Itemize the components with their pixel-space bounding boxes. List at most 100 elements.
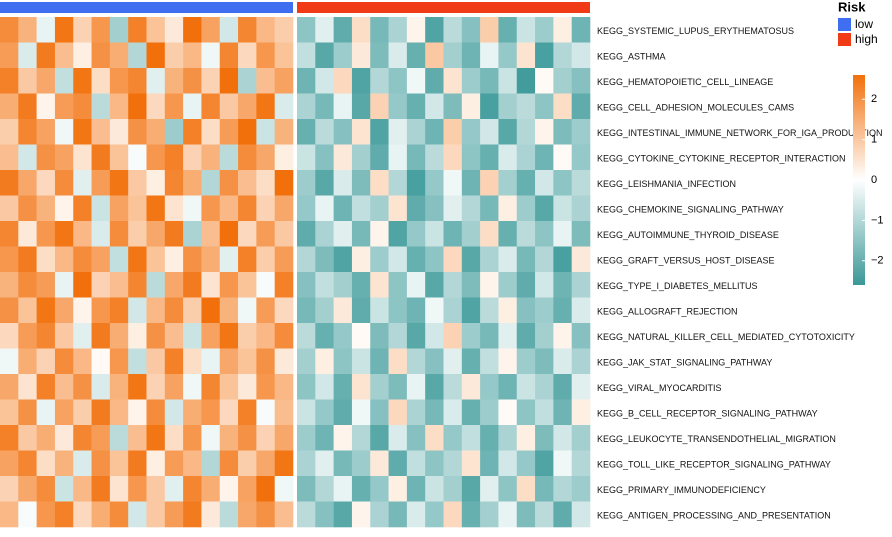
heatmap-cell [480, 476, 499, 502]
heatmap-cell [406, 119, 426, 145]
heatmap-cell [315, 297, 334, 324]
heatmap-cell [571, 501, 591, 528]
heatmap-cell [274, 246, 294, 273]
heatmap-cell [201, 68, 221, 94]
heatmap-cell [219, 170, 239, 196]
heatmap-cell [351, 17, 371, 43]
heatmap-cell [54, 68, 74, 94]
heatmap-cell [0, 93, 19, 120]
heatmap-cell [109, 501, 129, 528]
heatmap-cell [164, 93, 184, 120]
heatmap-cell [128, 246, 147, 273]
heatmap-cell [553, 425, 572, 451]
heatmap-cell [315, 68, 334, 94]
heatmap-cell [128, 68, 147, 94]
heatmap-cell [91, 42, 111, 69]
heatmap-cell [256, 170, 275, 196]
heatmap-cell [351, 476, 371, 502]
heatmap-cell [480, 42, 499, 69]
heatmap-cell [553, 348, 572, 375]
heatmap-cell [333, 17, 353, 43]
heatmap-cell [274, 425, 294, 451]
heatmap-cell [388, 93, 408, 120]
heatmap-cell [443, 297, 463, 324]
heatmap-cell [0, 374, 19, 400]
heatmap-cell [18, 450, 37, 477]
heatmap-cell [333, 450, 353, 477]
heatmap-cell [73, 195, 92, 222]
heatmap-cell [370, 450, 389, 477]
heatmap-cell [480, 93, 499, 120]
heatmap-cell [388, 246, 408, 273]
heatmap-cell [54, 246, 74, 273]
heatmap-cell [109, 297, 129, 324]
heatmap-cell [406, 144, 426, 171]
heatmap-cell [164, 272, 184, 298]
heatmap-cell [91, 450, 111, 477]
heatmap-cell [146, 323, 166, 349]
heatmap-cell [461, 399, 481, 426]
heatmap-cell [351, 144, 371, 171]
heatmap-cell [219, 17, 239, 43]
heatmap-cell [370, 93, 389, 120]
heatmap-cell [388, 221, 408, 247]
heatmap-cell [351, 68, 371, 94]
heatmap-cell [498, 450, 518, 477]
heatmap-cell [498, 272, 518, 298]
heatmap-cell [370, 170, 389, 196]
heatmap-cell [18, 374, 37, 400]
heatmap-cell [238, 144, 257, 171]
heatmap-cell [571, 17, 591, 43]
heatmap-cell [219, 195, 239, 222]
heatmap-cell [146, 42, 166, 69]
heatmap-cell [128, 272, 147, 298]
heatmap-cell [461, 450, 481, 477]
heatmap-cell [480, 119, 499, 145]
heatmap-cell [146, 144, 166, 171]
heatmap-cell [201, 93, 221, 120]
heatmap-cell [164, 399, 184, 426]
heatmap-cell [516, 501, 536, 528]
heatmap-cell [480, 68, 499, 94]
heatmap-cell [109, 68, 129, 94]
heatmap-cell [219, 450, 239, 477]
heatmap-cell [370, 323, 389, 349]
heatmap-cell [370, 425, 389, 451]
heatmap-cell [73, 246, 92, 273]
heatmap-cell [443, 93, 463, 120]
heatmap-cell [18, 272, 37, 298]
heatmap-cell [238, 221, 257, 247]
heatmap-cell [146, 374, 166, 400]
heatmap-cell [571, 119, 591, 145]
heatmap-cell [571, 450, 591, 477]
heatmap-cell [571, 221, 591, 247]
heatmap-cell [128, 17, 147, 43]
heatmap-cell [91, 297, 111, 324]
heatmap-cell [516, 221, 536, 247]
heatmap-cell [553, 323, 572, 349]
heatmap-cell [219, 221, 239, 247]
heatmap-cell [91, 399, 111, 426]
heatmap-cell [516, 399, 536, 426]
heatmap-cell [516, 374, 536, 400]
heatmap-cell [553, 42, 572, 69]
heatmap-cell [516, 144, 536, 171]
heatmap-cell [553, 272, 572, 298]
heatmap-cell [0, 425, 19, 451]
heatmap-cell [36, 68, 56, 94]
heatmap-cell [256, 68, 275, 94]
heatmap-cell [370, 195, 389, 222]
heatmap-cell [164, 144, 184, 171]
heatmap-cell [73, 399, 92, 426]
heatmap-cell [535, 323, 554, 349]
heatmap-cell [238, 272, 257, 298]
heatmap-cell [461, 501, 481, 528]
heatmap-cell [461, 476, 481, 502]
heatmap-cell [480, 425, 499, 451]
heatmap-cell [443, 450, 463, 477]
heatmap-cell [238, 170, 257, 196]
heatmap-cell [18, 221, 37, 247]
heatmap-cell [370, 68, 389, 94]
heatmap-cell [0, 119, 19, 145]
heatmap-cell [315, 42, 334, 69]
